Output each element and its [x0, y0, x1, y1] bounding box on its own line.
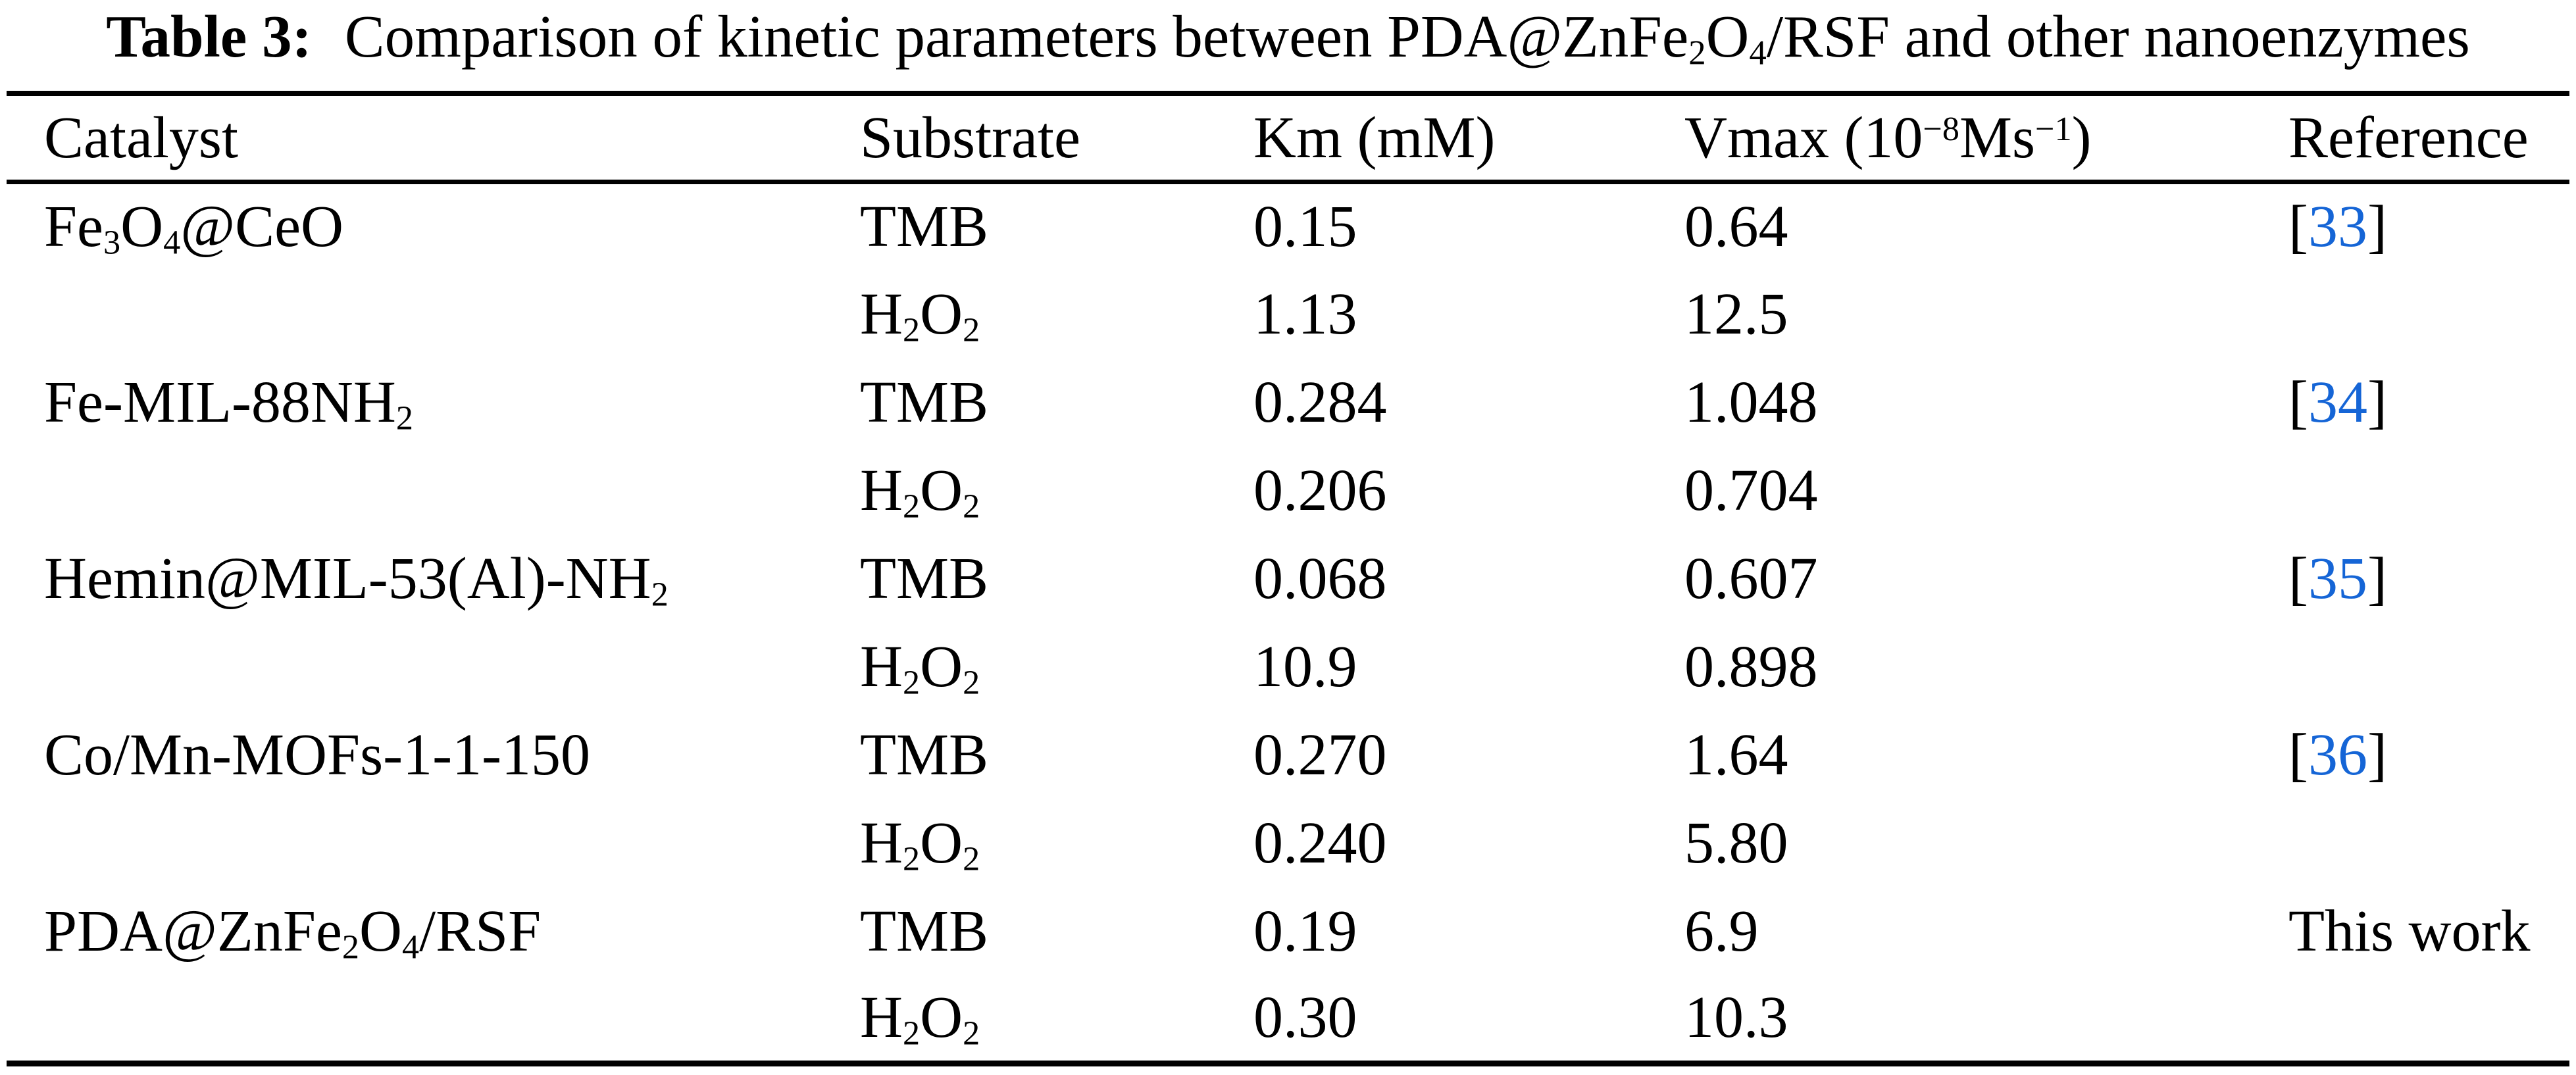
cell-vmax: 0.704 — [1684, 457, 1818, 523]
table-caption-text: Comparison of kinetic parameters between… — [344, 3, 2470, 72]
cell-substrate: TMB — [860, 898, 989, 964]
cell-km: 0.15 — [1253, 194, 1357, 260]
header-row: Catalyst Substrate Km (mM) Vmax (10−8Ms−… — [7, 93, 2569, 182]
citation-link[interactable]: 36 — [2308, 722, 2367, 788]
cell-substrate: H2O2 — [860, 985, 980, 1053]
column-header-substrate: Substrate — [860, 105, 1080, 170]
column-header-vmax: Vmax (10−8Ms−1) — [1684, 105, 2092, 170]
cell-vmax: 6.9 — [1684, 898, 1759, 964]
cell-vmax: 5.80 — [1684, 810, 1788, 876]
cell-reference — [2288, 622, 2569, 711]
cell-catalyst — [7, 270, 860, 358]
cell-vmax: 1.048 — [1684, 369, 1818, 435]
table-row: H2O2 0.240 5.80 — [7, 799, 2569, 887]
table-row: H2O2 0.206 0.704 — [7, 446, 2569, 534]
cell-km: 0.19 — [1253, 898, 1357, 964]
table-row: Hemin@MIL-53(Al)-NH2 TMB 0.068 0.607 [35] — [7, 534, 2569, 622]
cell-catalyst — [7, 622, 860, 711]
cell-reference: [36] — [2288, 722, 2387, 788]
cell-catalyst: PDA@ZnFe2O4/RSF — [44, 898, 542, 966]
cell-reference — [2288, 799, 2569, 887]
table-row: H2O2 1.13 12.5 — [7, 270, 2569, 358]
table-row: PDA@ZnFe2O4/RSF TMB 0.19 6.9 This work — [7, 887, 2569, 975]
cell-vmax: 0.64 — [1684, 194, 1788, 260]
cell-substrate: TMB — [860, 722, 989, 788]
table-row: Fe-MIL-88NH2 TMB 0.284 1.048 [34] — [7, 358, 2569, 446]
table-row: Fe3O4@CeO TMB 0.15 0.64 [33] — [7, 182, 2569, 270]
cell-catalyst — [7, 446, 860, 534]
cell-catalyst — [7, 799, 860, 887]
cell-km: 10.9 — [1253, 634, 1357, 699]
cell-vmax: 0.898 — [1684, 634, 1818, 699]
cell-km: 0.284 — [1253, 369, 1387, 435]
cell-vmax: 12.5 — [1684, 281, 1788, 347]
cell-substrate: TMB — [860, 369, 989, 435]
column-header-catalyst: Catalyst — [44, 105, 238, 170]
kinetic-parameters-table: Catalyst Substrate Km (mM) Vmax (10−8Ms−… — [7, 91, 2569, 1066]
table-caption: Table 3: Comparison of kinetic parameters… — [0, 1, 2576, 75]
cell-km: 0.068 — [1253, 545, 1387, 611]
cell-substrate: H2O2 — [860, 281, 980, 349]
cell-catalyst: Fe-MIL-88NH2 — [44, 369, 413, 437]
cell-catalyst: Hemin@MIL-53(Al)-NH2 — [44, 545, 669, 613]
column-header-reference: Reference — [2288, 105, 2529, 170]
cell-reference — [2288, 975, 2569, 1063]
cell-catalyst: Co/Mn-MOFs-1-1-150 — [44, 722, 591, 788]
cell-substrate: H2O2 — [860, 457, 980, 525]
column-header-km: Km (mM) — [1253, 105, 1496, 170]
reference-text: This work — [2288, 898, 2531, 964]
cell-reference — [2288, 270, 2569, 358]
cell-reference: [34] — [2288, 369, 2387, 435]
cell-catalyst — [7, 975, 860, 1063]
cell-km: 0.270 — [1253, 722, 1387, 788]
cell-vmax: 0.607 — [1684, 545, 1818, 611]
table-row: H2O2 10.9 0.898 — [7, 622, 2569, 711]
cell-reference: [35] — [2288, 545, 2387, 611]
cell-reference: [33] — [2288, 194, 2387, 260]
cell-catalyst: Fe3O4@CeO — [44, 194, 344, 262]
cell-vmax: 10.3 — [1684, 985, 1788, 1051]
citation-link[interactable]: 34 — [2308, 369, 2367, 435]
cell-vmax: 1.64 — [1684, 722, 1788, 788]
cell-reference — [2288, 446, 2569, 534]
table-caption-label: Table 3: — [106, 3, 312, 70]
citation-link[interactable]: 33 — [2308, 194, 2367, 260]
cell-reference: This work — [2288, 887, 2569, 975]
cell-substrate: TMB — [860, 545, 989, 611]
citation-link[interactable]: 35 — [2308, 545, 2367, 611]
cell-km: 0.206 — [1253, 457, 1387, 523]
table-row: Co/Mn-MOFs-1-1-150 TMB 0.270 1.64 [36] — [7, 711, 2569, 799]
cell-km: 0.240 — [1253, 810, 1387, 876]
cell-substrate: H2O2 — [860, 810, 980, 878]
cell-substrate: TMB — [860, 194, 989, 260]
table-row: H2O2 0.30 10.3 — [7, 975, 2569, 1063]
cell-km: 1.13 — [1253, 281, 1357, 347]
cell-km: 0.30 — [1253, 985, 1357, 1051]
cell-substrate: H2O2 — [860, 634, 980, 701]
